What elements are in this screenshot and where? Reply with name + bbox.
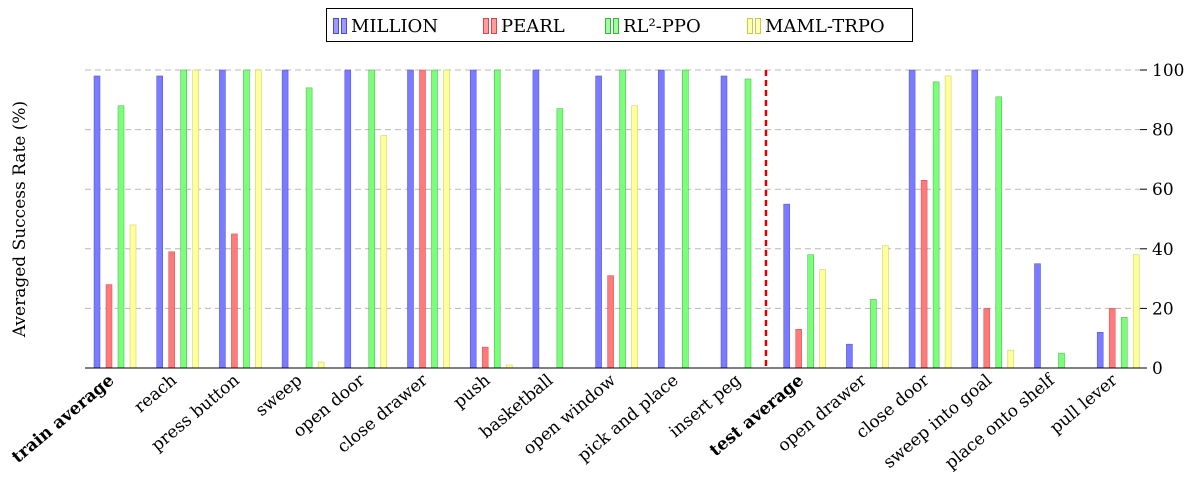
bar: [318, 362, 324, 368]
bar: [408, 70, 414, 368]
bar: [745, 79, 751, 368]
bars: [94, 70, 1139, 368]
bar: [909, 70, 915, 368]
category-label: pull lever: [1046, 370, 1122, 438]
bar: [243, 70, 249, 368]
bar: [420, 70, 426, 368]
bar: [933, 82, 939, 368]
bar: [231, 234, 237, 368]
bar: [820, 270, 826, 368]
bar: [255, 70, 261, 368]
category-label: sweep into goal: [880, 371, 996, 473]
bar: [996, 97, 1002, 368]
category-label: push: [450, 370, 495, 412]
bar: [596, 76, 602, 368]
y-tick-label: 40: [1152, 240, 1174, 260]
bar: [784, 204, 790, 368]
bar: [846, 344, 852, 368]
bar: [921, 180, 927, 368]
bar: [444, 70, 450, 368]
category-label: reach: [131, 370, 181, 417]
bar: [870, 299, 876, 368]
bar: [106, 285, 112, 368]
bar: [345, 70, 351, 368]
category-label: place onto shelf: [941, 369, 1060, 473]
y-tick-label: 80: [1152, 121, 1174, 141]
y-tick-labels: 0 20 40 60 80 100: [1152, 61, 1184, 379]
bar: [1109, 308, 1115, 368]
y-axis-title: Averaged Success Rate (%): [10, 101, 30, 338]
bar: [130, 225, 136, 368]
bar: [533, 70, 539, 368]
bar: [1035, 264, 1041, 368]
bar: [620, 70, 626, 368]
bar: [972, 70, 978, 368]
bar: [557, 109, 563, 368]
bar: [721, 76, 727, 368]
bar: [882, 246, 888, 368]
bar: [118, 106, 124, 368]
bar: [632, 106, 638, 368]
bar: [1008, 350, 1014, 368]
bar: [369, 70, 375, 368]
bar: [1059, 353, 1065, 368]
bar: [1121, 317, 1127, 368]
bar: [945, 76, 951, 368]
y-tick-label: 20: [1152, 299, 1174, 319]
bar: [193, 70, 199, 368]
bar: [658, 70, 664, 368]
bar: [1133, 255, 1139, 368]
bar: [494, 70, 500, 368]
bar: [306, 88, 312, 368]
category-label: sweep: [252, 370, 307, 420]
bar: [682, 70, 688, 368]
bar: [169, 252, 175, 368]
category-label: train average: [8, 370, 118, 467]
bar: [796, 329, 802, 368]
bar: [157, 76, 163, 368]
y-tick-label: 100: [1152, 61, 1184, 81]
bar: [608, 276, 614, 368]
bar: [984, 308, 990, 368]
bar: [381, 136, 387, 368]
bar: [808, 255, 814, 368]
bar: [219, 70, 225, 368]
bar: [470, 70, 476, 368]
bar: [482, 347, 488, 368]
bar: [282, 70, 288, 368]
bar: [432, 70, 438, 368]
bar: [181, 70, 187, 368]
bar: [94, 76, 100, 368]
y-tick-label: 60: [1152, 180, 1174, 200]
y-tick-label: 0: [1152, 359, 1163, 379]
bar: [1097, 332, 1103, 368]
